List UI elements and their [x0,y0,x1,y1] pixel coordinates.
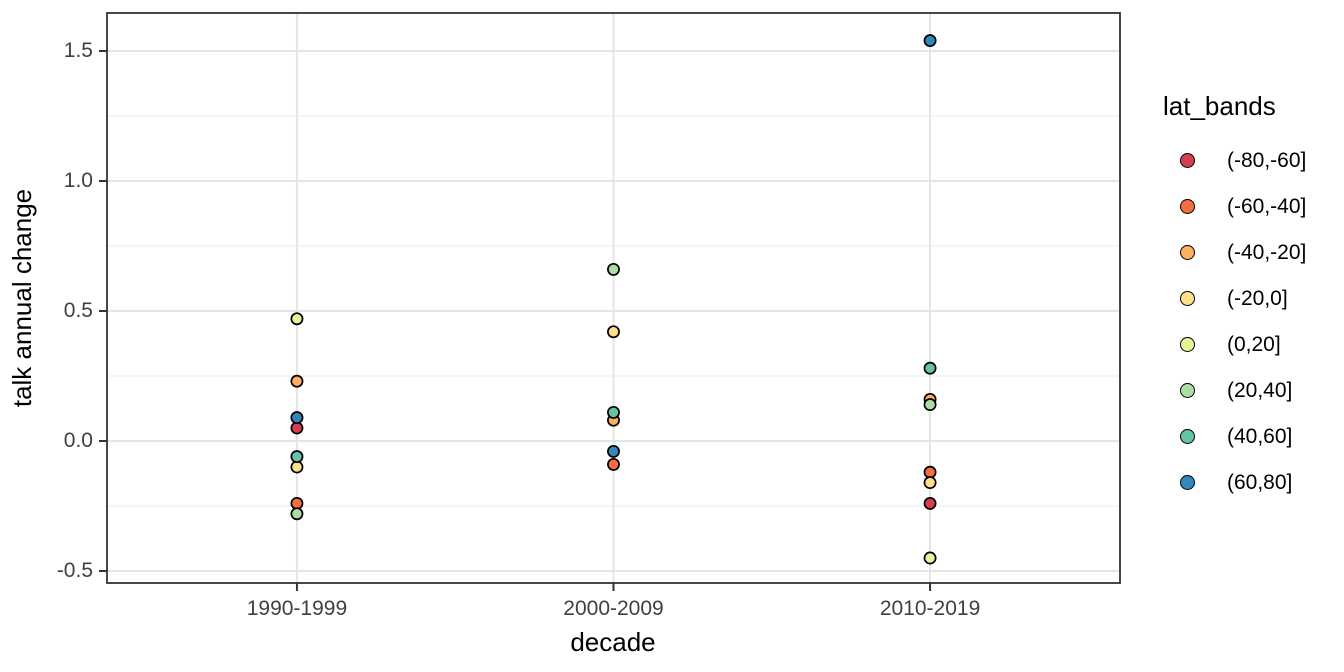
legend-swatch-icon [1180,475,1195,490]
x-tick-label: 2000-2009 [563,597,664,620]
x-tick-label: 1990-1999 [246,597,348,620]
data-point [290,421,304,435]
y-tick-label: 1.5 [63,39,93,62]
data-point [290,496,304,510]
legend-swatch-icon [1180,199,1195,214]
data-point [607,444,620,458]
legend-swatch-icon [1180,383,1195,398]
y-tick-label: -0.5 [56,559,93,582]
data-point [290,507,304,521]
legend-swatch-icon [1180,245,1195,260]
data-point [923,34,937,48]
data-point [923,465,937,479]
data-point [607,262,620,276]
x-axis-title: decade [570,627,656,657]
legend-swatch-icon [1180,153,1195,168]
data-point [290,374,304,388]
panel-border [106,12,1121,584]
data-point [290,450,304,464]
y-tick-label: 0.5 [63,299,93,322]
data-point [923,476,937,490]
data-point [607,325,620,339]
legend-swatch-icon [1180,429,1195,444]
y-tick-label: 0.0 [63,429,93,452]
legend-item-label: (60,80] [1227,471,1293,494]
data-point [923,361,937,375]
y-tick-label: 1.0 [63,169,93,192]
legend-title: lat_bands [1163,91,1276,121]
legend-item-label: (-80,-60] [1227,149,1307,172]
data-point [607,457,620,471]
data-point [290,312,304,326]
data-point [923,398,937,412]
legend-item-label: (40,60] [1227,425,1293,448]
legend-item-label: (20,40] [1227,379,1293,402]
data-point [290,460,304,474]
x-tick-label: 2010-2019 [879,597,981,620]
legend-item-label: (0,20] [1227,333,1281,356]
data-point [607,405,620,419]
legend-item-label: (-40,-20] [1227,241,1307,264]
data-point [923,551,937,565]
legend-swatch-icon [1180,337,1195,352]
legend-item-label: (-60,-40] [1227,195,1307,218]
data-point [290,411,304,425]
legend-item-label: (-20,0] [1227,287,1288,310]
data-point [923,496,937,510]
legend-swatch-icon [1180,291,1195,306]
